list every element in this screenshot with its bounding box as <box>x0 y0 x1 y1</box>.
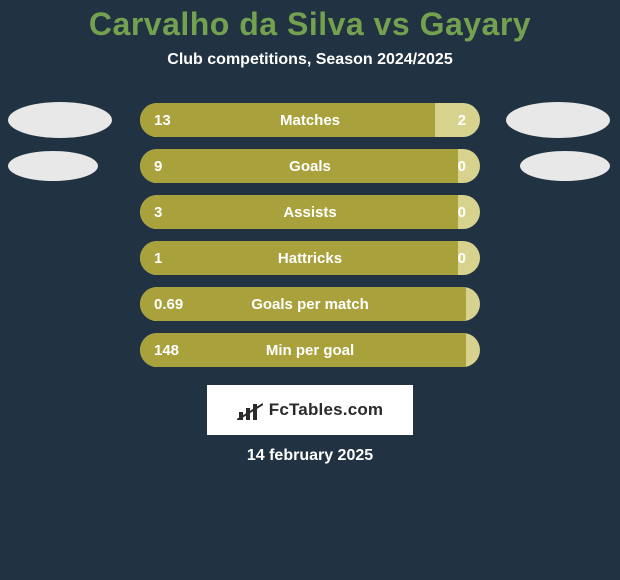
stat-value-right: 0 <box>458 158 480 175</box>
player-avatar-right <box>506 102 610 138</box>
stat-row: 30Assists <box>0 189 620 235</box>
fctables-logo: FcTables.com <box>207 385 413 435</box>
stat-bar-right <box>466 333 480 367</box>
stat-bar-right: 0 <box>458 241 480 275</box>
stat-bar: 90Goals <box>140 149 480 183</box>
stat-value-right: 0 <box>458 204 480 221</box>
page-title: Carvalho da Silva vs Gayary <box>0 0 620 43</box>
player-avatar-right <box>520 151 610 181</box>
footer-date: 14 february 2025 <box>0 447 620 465</box>
stat-bar-right: 2 <box>435 103 480 137</box>
stat-bar-left: 1 <box>140 241 458 275</box>
stats-rows: 132Matches90Goals30Assists10Hattricks0.6… <box>0 97 620 373</box>
stat-row: 132Matches <box>0 97 620 143</box>
stat-bar: 148Min per goal <box>140 333 480 367</box>
stat-value-right: 2 <box>458 112 480 129</box>
stat-bar-right: 0 <box>458 149 480 183</box>
comparison-infographic: Carvalho da Silva vs Gayary Club competi… <box>0 0 620 580</box>
player-avatar-left <box>8 151 98 181</box>
stat-row: 90Goals <box>0 143 620 189</box>
stat-bar-left: 3 <box>140 195 458 229</box>
stat-value-left: 148 <box>140 342 179 359</box>
stat-bar: 132Matches <box>140 103 480 137</box>
stat-bar-left: 0.69 <box>140 287 466 321</box>
stat-value-left: 3 <box>140 204 162 221</box>
player-avatar-left <box>8 102 112 138</box>
stat-row: 148Min per goal <box>0 327 620 373</box>
stat-row: 0.69Goals per match <box>0 281 620 327</box>
bar-chart-icon <box>237 400 263 420</box>
stat-bar-right: 0 <box>458 195 480 229</box>
stat-bar-left: 13 <box>140 103 435 137</box>
stat-bar-left: 148 <box>140 333 466 367</box>
stat-value-left: 9 <box>140 158 162 175</box>
page-subtitle: Club competitions, Season 2024/2025 <box>0 51 620 69</box>
logo-text: FcTables.com <box>269 400 384 420</box>
stat-row: 10Hattricks <box>0 235 620 281</box>
stat-bar: 30Assists <box>140 195 480 229</box>
stat-bar-left: 9 <box>140 149 458 183</box>
stat-value-right: 0 <box>458 250 480 267</box>
stat-bar: 10Hattricks <box>140 241 480 275</box>
stat-value-left: 0.69 <box>140 296 183 313</box>
stat-bar: 0.69Goals per match <box>140 287 480 321</box>
stat-bar-right <box>466 287 480 321</box>
stat-value-left: 1 <box>140 250 162 267</box>
stat-value-left: 13 <box>140 112 171 129</box>
